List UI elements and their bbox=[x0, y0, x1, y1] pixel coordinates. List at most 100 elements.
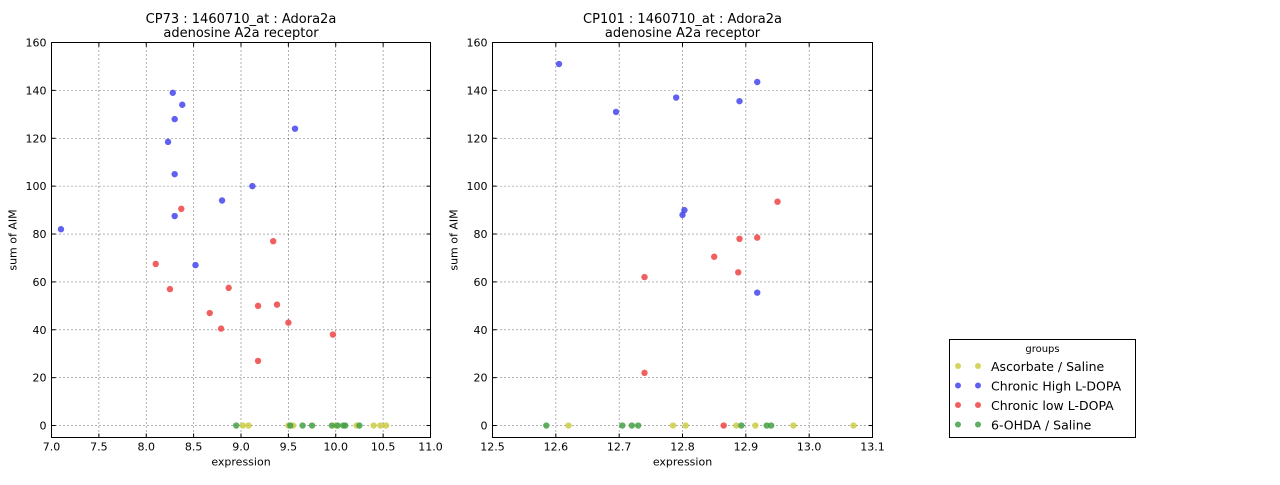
data-point bbox=[681, 206, 688, 214]
data-point bbox=[342, 422, 349, 429]
data-point bbox=[299, 422, 306, 429]
data-point bbox=[57, 226, 65, 233]
series-chronic-low-l-dopa bbox=[152, 205, 337, 365]
data-point bbox=[672, 94, 680, 101]
data-point bbox=[752, 422, 759, 429]
data-point bbox=[612, 108, 620, 116]
legend-entry: Chronic High L-DOPA bbox=[955, 379, 1122, 394]
chart-subtitle: adenosine A2a receptor bbox=[163, 26, 319, 41]
data-point bbox=[152, 260, 159, 268]
data-point bbox=[206, 309, 213, 317]
chart-subtitle: adenosine A2a receptor bbox=[605, 26, 761, 41]
chart-title: CP101 : 1460710_at : Adora2a bbox=[583, 12, 782, 27]
data-point bbox=[555, 60, 563, 68]
x-tick-label: 8.5 bbox=[185, 441, 203, 454]
legend-marker bbox=[955, 363, 961, 369]
data-point bbox=[171, 115, 178, 123]
data-point bbox=[669, 422, 677, 429]
chart-title: CP73 : 1460710_at : Adora2a bbox=[146, 12, 337, 27]
data-point bbox=[754, 289, 761, 296]
x-tick-label: 13.0 bbox=[797, 441, 822, 454]
x-tick-label: 12.7 bbox=[607, 441, 632, 454]
y-tick-label: 60 bbox=[33, 276, 47, 289]
y-tick-label: 160 bbox=[26, 37, 47, 50]
plot-frame bbox=[51, 42, 431, 438]
data-point bbox=[710, 253, 718, 260]
data-point bbox=[287, 422, 294, 429]
data-point bbox=[166, 285, 174, 293]
y-tick-label: 140 bbox=[26, 84, 47, 97]
y-tick-label: 140 bbox=[467, 84, 488, 97]
series-6-ohda-saline bbox=[233, 422, 363, 429]
x-tick-label: 12.9 bbox=[734, 441, 759, 454]
x-tick-label: 7.5 bbox=[90, 441, 108, 454]
data-point bbox=[356, 422, 363, 429]
y-axis-label: sum of AIM bbox=[448, 209, 461, 270]
data-point bbox=[720, 422, 727, 429]
x-tick-label: 10.0 bbox=[324, 441, 349, 454]
data-point bbox=[328, 422, 336, 429]
legend-marker bbox=[955, 421, 961, 428]
series-chronic-low-l-dopa bbox=[641, 198, 781, 429]
x-axis-label: expression bbox=[211, 456, 270, 469]
data-point bbox=[377, 422, 384, 429]
data-point bbox=[736, 97, 743, 105]
x-tick-label: 10.5 bbox=[371, 441, 396, 454]
data-point bbox=[239, 422, 247, 429]
y-tick-label: 0 bbox=[40, 420, 47, 433]
data-point bbox=[767, 422, 775, 429]
data-point bbox=[270, 237, 277, 245]
legend-entry: Chronic low L-DOPA bbox=[955, 398, 1114, 413]
x-tick-label: 12.8 bbox=[670, 441, 695, 454]
data-point bbox=[179, 101, 186, 108]
data-point bbox=[178, 205, 185, 213]
legend-marker bbox=[975, 402, 981, 408]
legend-label: Ascorbate / Saline bbox=[991, 359, 1105, 374]
data-point bbox=[641, 369, 648, 377]
data-point bbox=[171, 212, 178, 220]
data-point bbox=[218, 197, 226, 204]
data-point bbox=[763, 422, 770, 429]
data-point bbox=[254, 302, 262, 310]
data-point bbox=[565, 422, 572, 429]
legend-marker bbox=[975, 363, 981, 369]
x-tick-label: 9.5 bbox=[280, 441, 298, 454]
legend-label: Chronic High L-DOPA bbox=[991, 379, 1122, 394]
data-point bbox=[679, 211, 686, 219]
x-tick-label: 9.0 bbox=[232, 441, 250, 454]
legend-entry: 6-OHDA / Saline bbox=[955, 418, 1092, 433]
y-tick-label: 40 bbox=[474, 324, 488, 337]
x-tick-label: 11.0 bbox=[418, 441, 443, 454]
data-point bbox=[254, 357, 262, 365]
x-tick-label: 12.5 bbox=[480, 441, 505, 454]
y-tick-label: 100 bbox=[26, 180, 47, 193]
x-axis-label: expression bbox=[653, 456, 712, 469]
legend-marker bbox=[975, 421, 981, 428]
data-point bbox=[543, 422, 550, 429]
data-point bbox=[733, 422, 740, 429]
legend-label: Chronic low L-DOPA bbox=[991, 398, 1114, 413]
data-point bbox=[738, 422, 745, 429]
legend-marker bbox=[955, 402, 961, 408]
legend-marker bbox=[955, 382, 961, 389]
data-point bbox=[225, 284, 232, 292]
data-point bbox=[790, 422, 797, 429]
data-point bbox=[192, 261, 199, 269]
y-tick-label: 20 bbox=[33, 372, 47, 385]
data-point bbox=[171, 170, 178, 178]
data-point bbox=[736, 235, 743, 243]
legend-label: 6-OHDA / Saline bbox=[991, 418, 1092, 433]
plot-frame bbox=[492, 42, 873, 438]
legend-frame bbox=[949, 339, 1136, 438]
data-point bbox=[370, 422, 377, 429]
x-tick-label: 12.6 bbox=[544, 441, 569, 454]
data-point bbox=[735, 269, 742, 276]
data-point bbox=[169, 89, 176, 96]
data-point bbox=[329, 331, 337, 338]
y-tick-label: 80 bbox=[33, 228, 47, 241]
x-tick-label: 8.0 bbox=[138, 441, 156, 454]
data-point bbox=[233, 422, 240, 429]
